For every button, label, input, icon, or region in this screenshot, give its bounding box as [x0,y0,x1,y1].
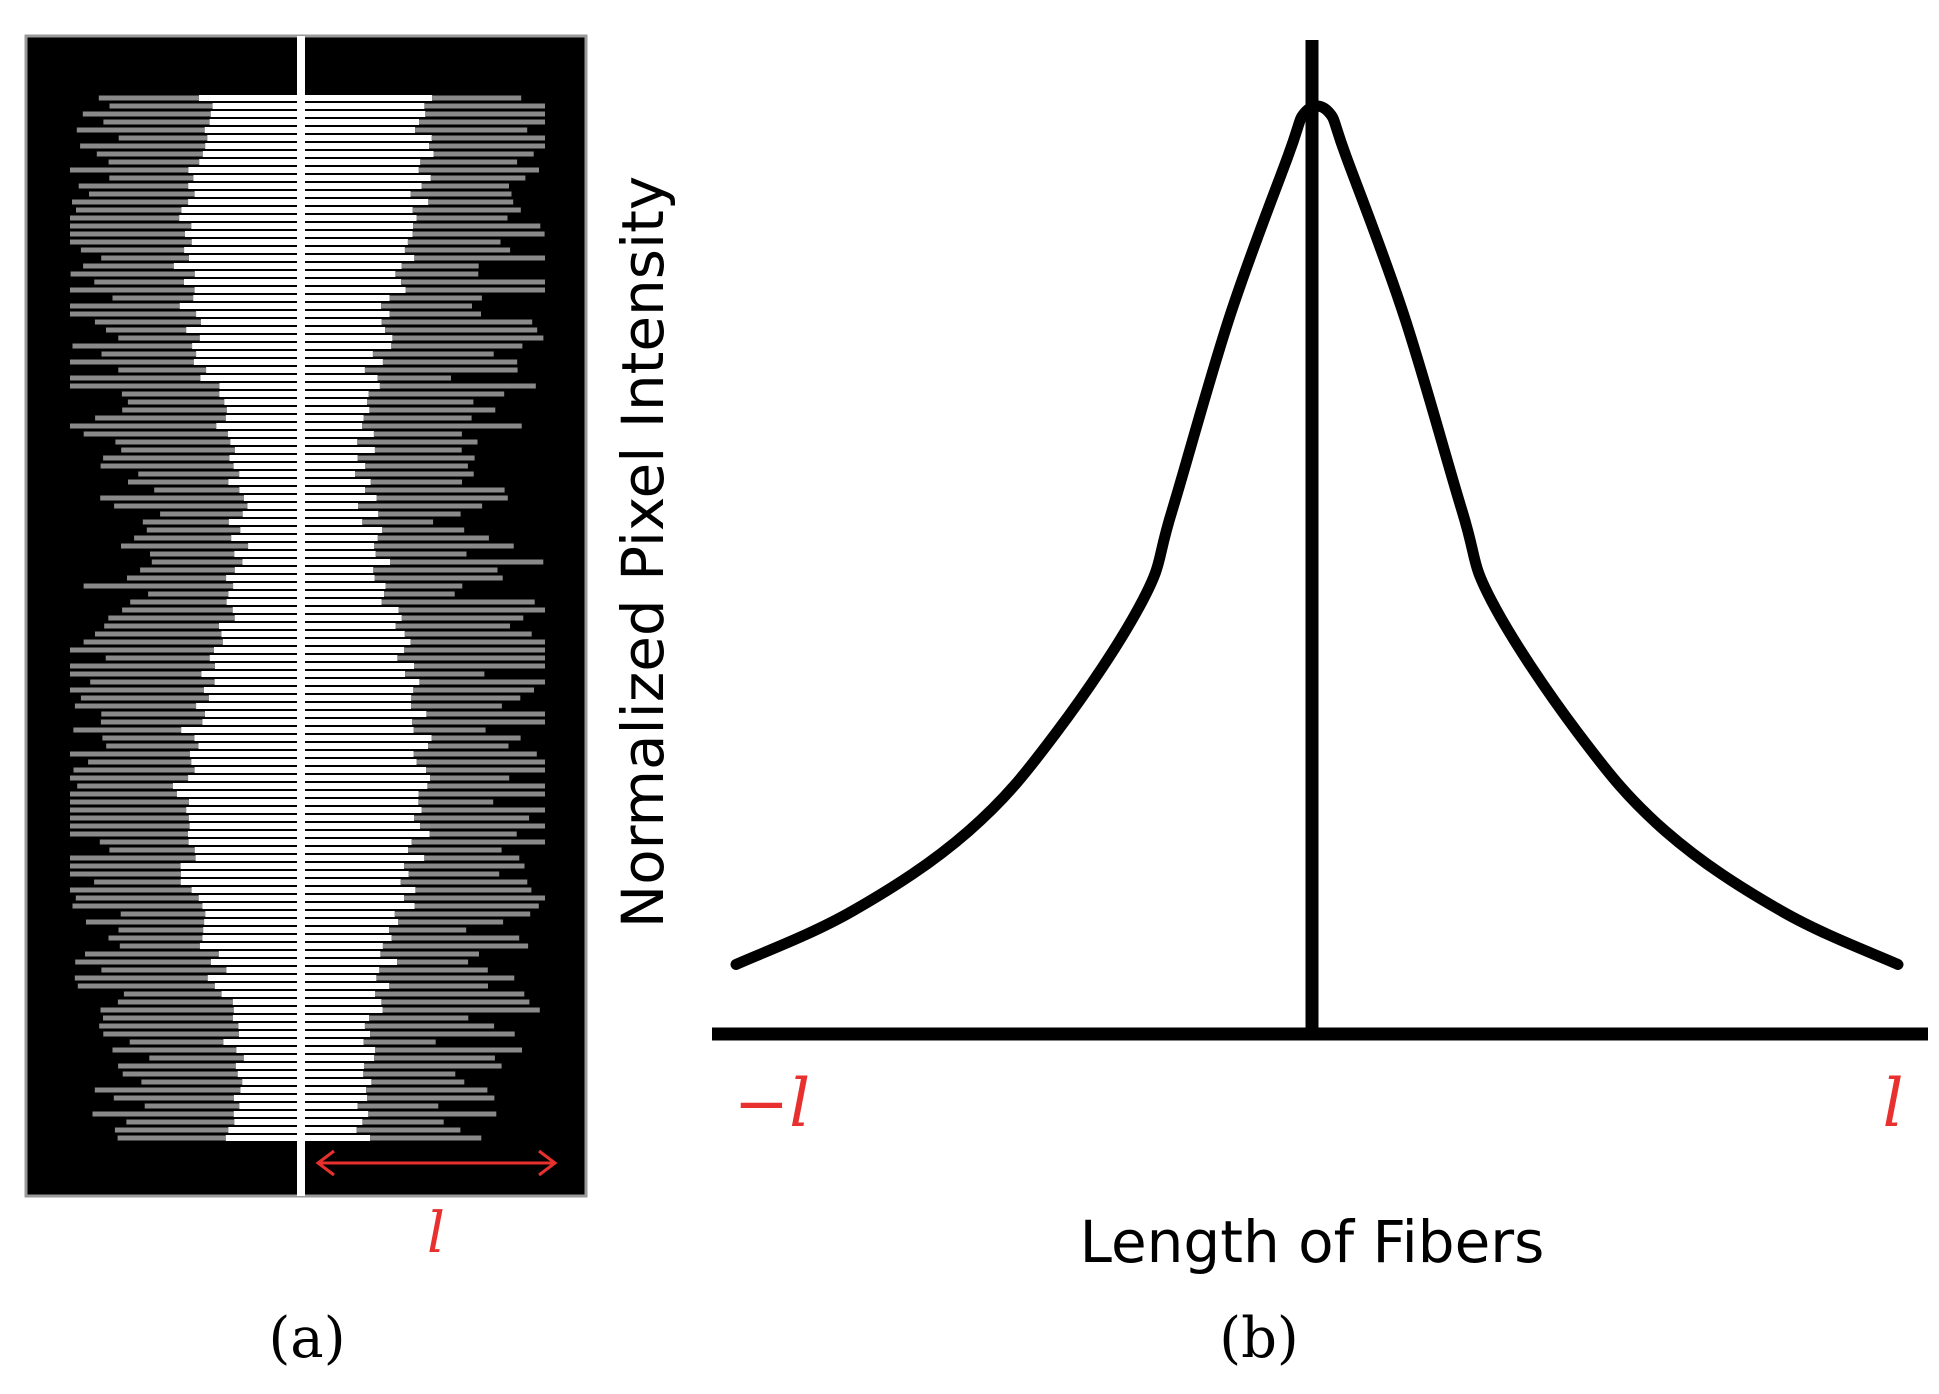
y-axis-label: Normalized Pixel Intensity [609,176,677,928]
x-tick-right-label: l [1882,1065,1903,1142]
center-divider-line [297,36,305,1196]
panel-a-caption: (a) [268,1306,345,1371]
panel-a-fiber-image: l (a) [24,34,588,1371]
panel-b-intensity-profile: Normalized Pixel Intensity −l l Length o… [609,40,1928,1371]
length-label-l: l [427,1201,445,1266]
length-double-arrow [315,1149,558,1177]
x-tick-left-label: −l [734,1065,810,1142]
intensity-profile-curve [730,100,1904,970]
x-axis-label: Length of Fibers [1080,1208,1545,1276]
panel-b-caption: (b) [1219,1306,1299,1371]
